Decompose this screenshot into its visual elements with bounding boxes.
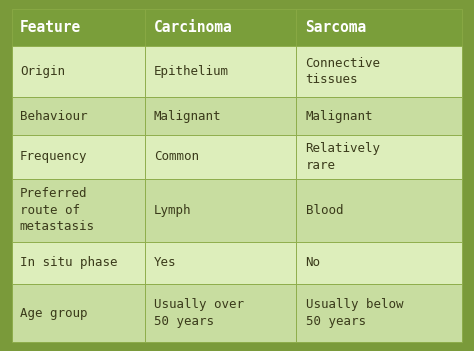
Bar [145, 241, 296, 284]
Bar [12, 241, 145, 284]
Bar [145, 179, 296, 241]
Text: Relatively
rare: Relatively rare [306, 142, 381, 172]
Text: Epithelium: Epithelium [154, 65, 229, 78]
Bar [12, 284, 145, 342]
Bar [12, 179, 145, 241]
Text: In situ phase: In situ phase [20, 256, 118, 269]
Bar [296, 284, 462, 342]
Text: Behaviour: Behaviour [20, 110, 87, 122]
Text: Blood: Blood [306, 204, 343, 217]
Text: Lymph: Lymph [154, 204, 191, 217]
Bar [296, 179, 462, 241]
Text: Usually below
50 years: Usually below 50 years [306, 298, 403, 328]
Bar [296, 97, 462, 135]
Text: Sarcoma: Sarcoma [306, 20, 367, 35]
Bar [296, 46, 462, 97]
Bar [145, 135, 296, 179]
Text: Feature: Feature [20, 20, 81, 35]
Text: Connective
tissues: Connective tissues [306, 57, 381, 86]
Bar [145, 46, 296, 97]
Bar [145, 284, 296, 342]
Bar [145, 97, 296, 135]
Bar [296, 135, 462, 179]
Bar [296, 241, 462, 284]
Text: Frequency: Frequency [20, 151, 87, 164]
Text: Preferred
route of
metastasis: Preferred route of metastasis [20, 187, 95, 233]
Text: Malignant: Malignant [154, 110, 221, 122]
Text: Usually over
50 years: Usually over 50 years [154, 298, 244, 328]
Text: Malignant: Malignant [306, 110, 373, 122]
Bar [12, 135, 145, 179]
Bar [12, 9, 145, 46]
Bar [145, 9, 296, 46]
Bar [12, 46, 145, 97]
Text: Carcinoma: Carcinoma [154, 20, 232, 35]
Text: Yes: Yes [154, 256, 176, 269]
Text: No: No [306, 256, 320, 269]
Text: Common: Common [154, 151, 199, 164]
Bar [296, 9, 462, 46]
Text: Age group: Age group [20, 306, 87, 319]
Bar [12, 97, 145, 135]
Text: Origin: Origin [20, 65, 65, 78]
